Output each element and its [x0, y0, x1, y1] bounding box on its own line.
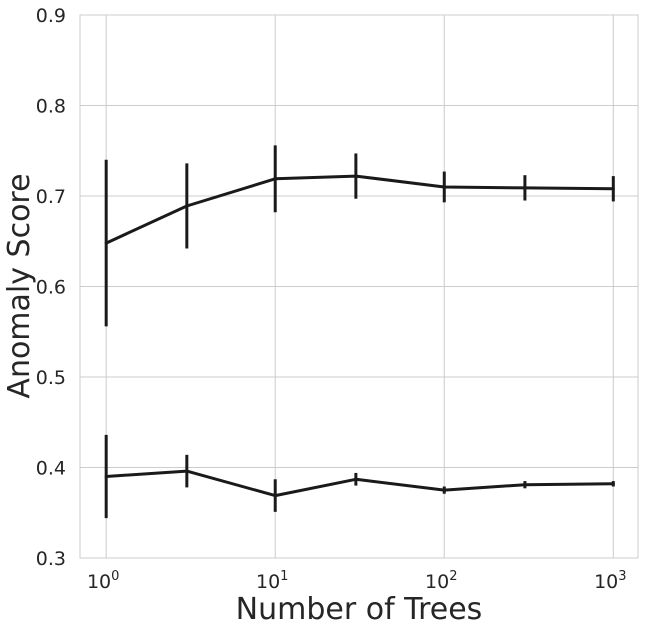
- x-tick-label: 101: [256, 569, 288, 593]
- x-tick-exponent: 0: [111, 569, 119, 584]
- x-tick-label: 102: [425, 569, 457, 593]
- y-tick-label: 0.7: [36, 186, 66, 208]
- y-tick-labels: 0.3 0.4 0.5 0.6 0.7 0.8 0.9: [36, 5, 66, 570]
- series-layer: [104, 145, 615, 519]
- data-point-lower: [273, 494, 277, 498]
- y-axis-label: Anomaly Score: [2, 173, 37, 398]
- data-point-upper: [273, 177, 277, 181]
- data-point-upper: [523, 186, 527, 190]
- x-tick-label: 100: [87, 569, 119, 593]
- grid: [80, 14, 638, 559]
- data-point-upper: [185, 204, 189, 208]
- x-tick-base: 10: [87, 571, 111, 593]
- y-tick-label: 0.3: [36, 548, 66, 570]
- x-tick-base: 10: [594, 571, 618, 593]
- y-tick-label: 0.9: [36, 5, 66, 27]
- x-tick-base: 10: [256, 571, 280, 593]
- data-point-lower: [104, 475, 108, 479]
- data-point-lower: [185, 469, 189, 473]
- data-point-lower: [611, 482, 615, 486]
- data-point-upper: [104, 241, 108, 245]
- data-point-lower: [354, 477, 358, 481]
- y-tick-label: 0.4: [36, 458, 66, 480]
- x-tick-label: 103: [594, 569, 626, 593]
- data-point-upper: [442, 185, 446, 189]
- data-point-upper: [354, 174, 358, 178]
- x-tick-exponent: 3: [618, 569, 626, 584]
- x-tick-exponent: 2: [449, 569, 457, 584]
- x-axis-label: Number of Trees: [236, 592, 483, 627]
- data-point-lower: [523, 483, 527, 487]
- plot-frame: [79, 14, 639, 559]
- data-point-lower: [442, 488, 446, 492]
- x-tick-exponent: 1: [280, 569, 288, 584]
- x-tick-labels: 100 101 102 103: [87, 569, 627, 593]
- series-line-upper: [105, 174, 614, 245]
- series-line-lower: [106, 469, 614, 498]
- y-tick-label: 0.8: [36, 96, 66, 118]
- data-point-upper: [611, 187, 615, 191]
- y-tick-label: 0.6: [36, 277, 66, 299]
- x-tick-base: 10: [425, 571, 449, 593]
- y-tick-label: 0.5: [36, 367, 66, 389]
